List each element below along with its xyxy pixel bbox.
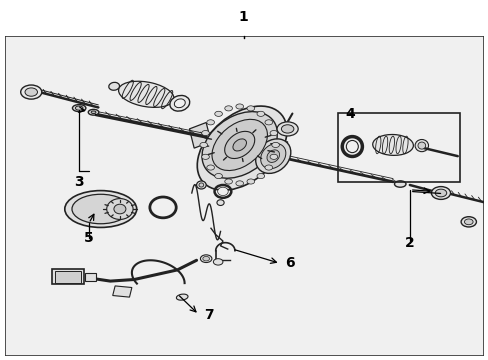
Ellipse shape bbox=[417, 142, 425, 149]
Circle shape bbox=[206, 120, 214, 125]
Ellipse shape bbox=[174, 99, 185, 108]
Circle shape bbox=[264, 165, 272, 170]
Ellipse shape bbox=[72, 104, 86, 112]
Circle shape bbox=[214, 174, 222, 179]
Circle shape bbox=[235, 104, 243, 109]
Ellipse shape bbox=[232, 139, 246, 151]
Circle shape bbox=[257, 174, 264, 179]
Ellipse shape bbox=[196, 181, 206, 189]
Ellipse shape bbox=[72, 194, 129, 224]
Circle shape bbox=[434, 189, 446, 197]
Circle shape bbox=[281, 125, 293, 133]
Ellipse shape bbox=[266, 150, 279, 162]
Circle shape bbox=[203, 256, 209, 261]
Ellipse shape bbox=[202, 112, 277, 178]
Circle shape bbox=[200, 255, 211, 262]
Circle shape bbox=[235, 181, 243, 186]
Circle shape bbox=[213, 259, 223, 265]
Circle shape bbox=[20, 85, 41, 99]
Text: 5: 5 bbox=[84, 231, 93, 245]
Circle shape bbox=[430, 186, 449, 199]
Ellipse shape bbox=[224, 131, 254, 158]
Circle shape bbox=[224, 106, 232, 111]
Ellipse shape bbox=[106, 199, 133, 220]
Ellipse shape bbox=[255, 139, 290, 174]
Circle shape bbox=[201, 130, 209, 136]
Ellipse shape bbox=[176, 294, 187, 300]
Circle shape bbox=[264, 120, 272, 125]
Ellipse shape bbox=[114, 204, 125, 214]
Ellipse shape bbox=[118, 81, 174, 107]
Ellipse shape bbox=[91, 111, 96, 113]
Circle shape bbox=[246, 106, 254, 111]
Ellipse shape bbox=[394, 181, 405, 187]
Ellipse shape bbox=[75, 106, 83, 110]
Circle shape bbox=[200, 142, 207, 148]
Circle shape bbox=[460, 217, 475, 227]
Text: 1: 1 bbox=[238, 10, 248, 24]
Bar bbox=[85, 273, 96, 281]
Text: 7: 7 bbox=[203, 308, 213, 322]
Ellipse shape bbox=[108, 82, 119, 90]
Bar bbox=[55, 270, 81, 283]
Ellipse shape bbox=[217, 200, 224, 206]
Ellipse shape bbox=[64, 190, 137, 228]
Ellipse shape bbox=[88, 109, 99, 115]
Circle shape bbox=[464, 219, 472, 225]
Bar bbox=[52, 269, 84, 284]
Text: 4: 4 bbox=[345, 108, 354, 121]
Text: 2: 2 bbox=[404, 236, 414, 249]
Circle shape bbox=[271, 142, 279, 148]
Text: 3: 3 bbox=[74, 175, 84, 189]
Ellipse shape bbox=[414, 139, 427, 152]
Circle shape bbox=[224, 179, 232, 184]
Circle shape bbox=[246, 179, 254, 184]
Ellipse shape bbox=[199, 183, 203, 187]
Bar bbox=[337, 113, 459, 182]
Ellipse shape bbox=[197, 106, 286, 190]
Polygon shape bbox=[189, 122, 210, 148]
Circle shape bbox=[269, 154, 277, 159]
Polygon shape bbox=[268, 142, 287, 164]
Polygon shape bbox=[112, 286, 132, 297]
Circle shape bbox=[201, 154, 209, 159]
Ellipse shape bbox=[154, 200, 172, 215]
Circle shape bbox=[214, 111, 222, 116]
Ellipse shape bbox=[212, 120, 267, 171]
Ellipse shape bbox=[346, 140, 358, 153]
Circle shape bbox=[257, 111, 264, 116]
Ellipse shape bbox=[260, 144, 285, 169]
Ellipse shape bbox=[217, 187, 228, 195]
Ellipse shape bbox=[372, 135, 412, 156]
Circle shape bbox=[206, 165, 214, 170]
Circle shape bbox=[269, 130, 277, 136]
Circle shape bbox=[25, 88, 38, 96]
Text: 6: 6 bbox=[285, 256, 294, 270]
Ellipse shape bbox=[169, 95, 189, 111]
Circle shape bbox=[277, 122, 298, 136]
